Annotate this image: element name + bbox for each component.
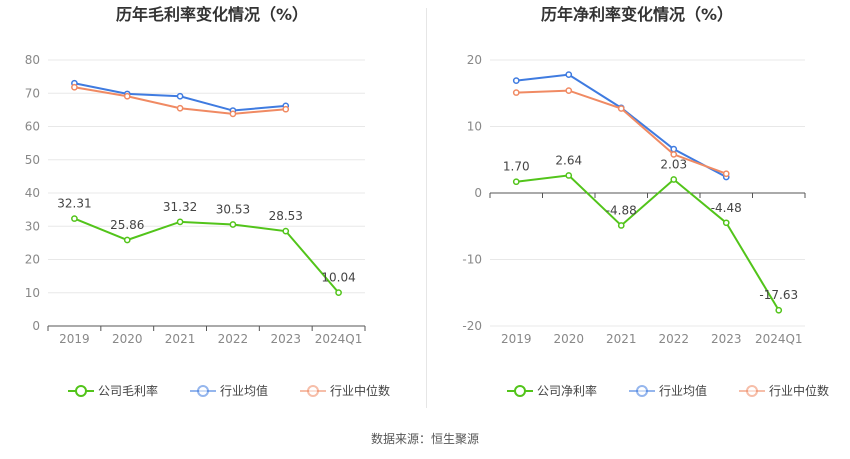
legend-marker [75, 385, 87, 397]
data-point [565, 87, 573, 94]
legend-marker [197, 385, 209, 397]
data-label: 31.32 [163, 200, 197, 214]
data-label: 28.53 [269, 209, 303, 223]
data-point [71, 215, 78, 222]
data-point [229, 221, 237, 228]
data-point [670, 176, 678, 183]
data-point [775, 306, 783, 314]
data-point [512, 89, 520, 96]
legend-marker [307, 385, 319, 397]
y-tick-label: 10 [25, 286, 40, 300]
data-label: 32.31 [57, 197, 91, 211]
y-tick-label: 0 [474, 186, 482, 200]
y-tick-label: -20 [462, 319, 482, 333]
data-point [176, 92, 184, 100]
x-tick-label: 2019 [501, 332, 532, 346]
data-point [282, 227, 290, 235]
legend-marker [746, 385, 758, 397]
legend-label: 公司净利率 [537, 383, 597, 398]
y-tick-label: 70 [25, 86, 40, 100]
data-point [229, 110, 237, 118]
gross-margin-chart: 历年毛利率变化情况（%） 0 10 20 30 40 50 60 70 80 2019 2020 202… [25, 5, 390, 398]
data-source-note: 数据来源：恒生聚源 [370, 432, 479, 446]
y-tick-label: -10 [462, 253, 482, 267]
x-tick-label: 2020 [112, 332, 143, 346]
data-label: -4.88 [606, 203, 637, 217]
net-margin-chart: 历年净利率变化情况（%） -20 -10 0 10 20 2019 2020 2021 2022 2… [462, 5, 829, 398]
data-point [123, 236, 131, 244]
x-tick-label: 2021 [165, 332, 196, 346]
series-line-2 [516, 89, 727, 175]
x-tick-label: 2022 [658, 332, 689, 346]
x-tick-label: 2023 [711, 332, 742, 346]
data-label: -4.48 [711, 201, 742, 215]
data-label: 30.53 [216, 202, 250, 216]
y-tick-label: 20 [25, 253, 40, 267]
data-point [617, 105, 625, 112]
data-point [512, 178, 520, 186]
x-tick-label: 2019 [59, 332, 90, 346]
legend-marker [636, 385, 648, 397]
data-point [722, 170, 730, 178]
panel-divider [426, 8, 427, 408]
series-line-0 [516, 174, 780, 311]
y-tick-label: 40 [25, 186, 40, 200]
x-tick-label: 2023 [270, 332, 301, 346]
y-tick-label: 80 [25, 53, 40, 67]
data-point [512, 77, 520, 84]
data-point [176, 218, 184, 226]
data-label: 1.70 [503, 160, 530, 174]
series-line-0 [74, 217, 340, 294]
y-tick-label: 20 [467, 53, 482, 67]
y-tick-label: 60 [25, 120, 40, 134]
data-label: 2.64 [555, 153, 582, 167]
legend-label: 行业中位数 [330, 383, 390, 398]
legend-label: 行业均值 [659, 383, 707, 398]
data-point [722, 219, 730, 227]
legend-label: 行业均值 [220, 383, 268, 398]
data-point [565, 71, 573, 78]
legend-label: 行业中位数 [769, 383, 829, 398]
y-tick-label: 10 [467, 120, 482, 134]
data-label: 10.04 [321, 271, 355, 285]
data-point [282, 105, 290, 113]
data-label: 25.86 [110, 218, 144, 232]
x-tick-label: 2024Q1 [755, 332, 803, 346]
data-point [335, 289, 342, 296]
x-tick-label: 2022 [218, 332, 249, 346]
data-point [617, 222, 625, 229]
y-tick-label: 0 [32, 319, 40, 333]
data-label: 2.03 [660, 158, 687, 172]
data-point [670, 151, 678, 158]
chart-title: 历年净利率变化情况（%） [541, 5, 733, 24]
data-point [176, 104, 184, 112]
y-tick-label: 30 [25, 219, 40, 233]
data-point [123, 92, 131, 100]
y-tick-label: 50 [25, 153, 40, 167]
x-tick-label: 2021 [606, 332, 637, 346]
x-tick-label: 2024Q1 [315, 332, 363, 346]
data-point [670, 145, 678, 153]
data-point [565, 172, 573, 179]
legend-marker [514, 385, 526, 397]
legend-label: 公司毛利率 [98, 383, 158, 398]
data-label: -17.63 [759, 288, 798, 302]
x-tick-label: 2020 [553, 332, 584, 346]
chart-title: 历年毛利率变化情况（%） [116, 5, 308, 24]
data-point [71, 83, 78, 91]
